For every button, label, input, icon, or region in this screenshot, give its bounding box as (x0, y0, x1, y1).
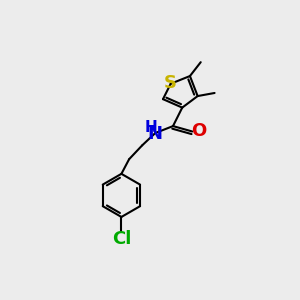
Text: O: O (191, 122, 206, 140)
Text: H: H (145, 120, 158, 135)
Text: S: S (164, 74, 176, 92)
Text: N: N (147, 125, 162, 143)
Text: Cl: Cl (112, 230, 131, 248)
